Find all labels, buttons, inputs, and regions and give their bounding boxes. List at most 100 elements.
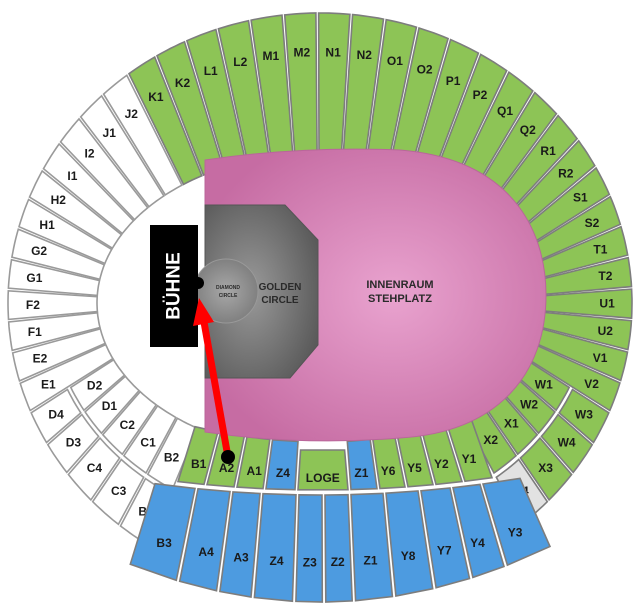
section-label: F2 (26, 298, 40, 312)
section-d2[interactable]: D2 (69, 358, 126, 412)
section-label: Z3 (303, 555, 317, 569)
section-label: Y4 (470, 536, 485, 550)
section-a4[interactable]: A4 (178, 487, 231, 592)
section-z3[interactable]: Z3 (295, 493, 324, 603)
section-w4[interactable]: W4 (540, 413, 594, 474)
section-loge[interactable]: LOGE (297, 449, 349, 491)
section-label: D2 (87, 379, 103, 393)
section-y7[interactable]: Y7 (420, 487, 471, 589)
section-shape[interactable] (219, 491, 261, 598)
infield-label-line1: INNENRAUM (366, 279, 433, 291)
section-label: X2 (483, 433, 498, 447)
section-label: Y7 (437, 543, 452, 557)
section-f2[interactable]: F2 (7, 289, 99, 321)
section-shape[interactable] (42, 142, 135, 235)
section-label: A4 (198, 545, 214, 559)
section-y6[interactable]: Y6 (371, 435, 406, 490)
section-shape[interactable] (69, 358, 126, 412)
section-shape[interactable] (84, 375, 141, 435)
section-z2[interactable]: Z2 (324, 493, 354, 603)
section-shape[interactable] (59, 117, 149, 221)
section-shape[interactable] (324, 493, 354, 603)
section-e1[interactable]: E1 (19, 343, 114, 412)
section-y4[interactable]: Y4 (452, 483, 505, 579)
section-label: S2 (585, 216, 600, 230)
section-shape[interactable] (420, 487, 471, 589)
section-shape[interactable] (10, 228, 106, 281)
section-a3[interactable]: A3 (219, 491, 261, 598)
section-shape[interactable] (540, 413, 594, 474)
section-b2[interactable]: B2 (146, 417, 199, 491)
section-b3[interactable]: B3 (129, 482, 196, 582)
section-shape[interactable] (11, 327, 107, 382)
section-shape[interactable] (558, 388, 610, 444)
section-shape[interactable] (18, 198, 113, 265)
section-shape[interactable] (79, 94, 165, 208)
section-g1[interactable]: G1 (7, 258, 101, 297)
section-shape[interactable] (346, 438, 378, 491)
section-shape[interactable] (146, 417, 199, 491)
section-shape[interactable] (7, 289, 99, 321)
section-shape[interactable] (297, 449, 349, 491)
section-y8[interactable]: Y8 (385, 490, 434, 597)
diamond-circle-label-line2: CIRCLE (219, 293, 238, 299)
section-h1[interactable]: H1 (18, 198, 113, 265)
section-shape[interactable] (127, 55, 203, 186)
section-label: C4 (87, 461, 103, 475)
section-z4[interactable]: Z4 (265, 438, 299, 491)
section-c4[interactable]: C4 (67, 436, 121, 502)
section-shape[interactable] (7, 311, 101, 352)
section-i1[interactable]: I1 (42, 142, 135, 235)
section-shape[interactable] (46, 413, 100, 474)
section-label: Y5 (407, 461, 422, 475)
section-z1[interactable]: Z1 (350, 492, 394, 602)
section-shape[interactable] (350, 492, 394, 602)
golden-circle-area[interactable]: GOLDEN CIRCLE (204, 204, 319, 379)
section-shape[interactable] (91, 458, 145, 526)
section-label: Z4 (276, 466, 290, 480)
section-c1[interactable]: C1 (122, 404, 177, 475)
section-label: W4 (558, 435, 576, 449)
red-arrow-pointer (193, 298, 235, 464)
section-shape[interactable] (122, 404, 177, 475)
section-shape[interactable] (28, 169, 123, 250)
section-d1[interactable]: D1 (84, 375, 141, 435)
section-shape[interactable] (101, 390, 158, 456)
section-label: B3 (156, 536, 172, 550)
section-label: J2 (125, 107, 139, 121)
section-d4[interactable]: D4 (30, 388, 82, 444)
section-z1[interactable]: Z1 (346, 438, 378, 491)
diamond-circle-area[interactable]: DIAMOND CIRCLE (193, 258, 259, 324)
section-g2[interactable]: G2 (10, 228, 106, 281)
section-shape[interactable] (253, 492, 297, 603)
section-shape[interactable] (178, 487, 231, 592)
section-j2[interactable]: J2 (102, 74, 183, 197)
section-c2[interactable]: C2 (101, 390, 158, 456)
section-shape[interactable] (452, 483, 505, 579)
section-shape[interactable] (385, 490, 434, 597)
section-e2[interactable]: E2 (11, 327, 107, 382)
section-shape[interactable] (265, 438, 299, 491)
section-shape[interactable] (129, 482, 196, 582)
section-shape[interactable] (67, 436, 121, 502)
section-h2[interactable]: H2 (28, 169, 123, 250)
section-y3[interactable]: Y3 (481, 477, 552, 567)
section-shape[interactable] (295, 493, 324, 603)
section-i2[interactable]: I2 (59, 117, 149, 221)
section-w3[interactable]: W3 (558, 388, 610, 444)
section-c3[interactable]: C3 (91, 458, 145, 526)
section-d3[interactable]: D3 (46, 413, 100, 474)
section-label: T2 (598, 269, 612, 283)
section-shape[interactable] (7, 258, 101, 297)
section-x3[interactable]: X3 (519, 436, 573, 502)
section-shape[interactable] (481, 477, 552, 567)
section-f1[interactable]: F1 (7, 311, 101, 352)
section-z4[interactable]: Z4 (253, 492, 297, 603)
section-shape[interactable] (519, 436, 573, 502)
section-label: I1 (67, 169, 77, 183)
section-shape[interactable] (19, 343, 114, 412)
section-j1[interactable]: J1 (79, 94, 165, 208)
section-k1[interactable]: K1 (127, 55, 203, 186)
section-shape[interactable] (102, 74, 183, 197)
section-shape[interactable] (30, 388, 82, 444)
